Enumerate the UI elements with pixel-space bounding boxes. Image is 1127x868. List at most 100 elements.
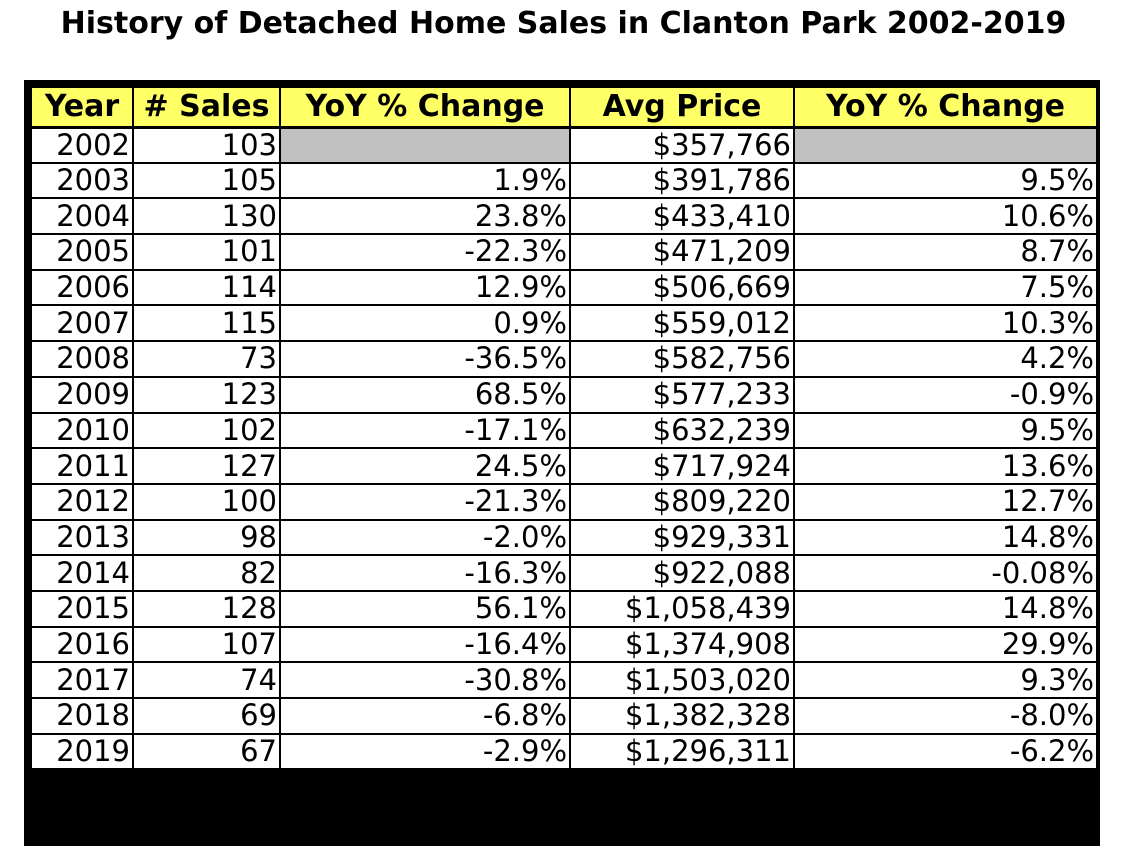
price-yoy-change-cell: 9.5% <box>793 411 1098 450</box>
sales-cell: 114 <box>132 268 281 307</box>
price-yoy-change-cell: -0.08% <box>793 554 1098 592</box>
avg-price-cell: $391,786 <box>569 161 795 200</box>
avg-price-cell: $1,296,311 <box>569 732 795 771</box>
sales-cell: 100 <box>132 482 281 521</box>
sales-cell: 69 <box>132 697 281 735</box>
sales-yoy-change-cell: 12.9% <box>279 268 571 307</box>
sales-yoy-change-cell: 68.5% <box>279 375 571 414</box>
column-header-year: Year <box>30 86 134 129</box>
sales-yoy-change-cell: -2.0% <box>279 518 571 557</box>
table-row: 2012 100 -21.3% $809,220 12.7% <box>30 482 1098 521</box>
year-cell: 2003 <box>30 161 134 200</box>
year-cell: 2008 <box>30 340 134 378</box>
sales-cell: 105 <box>132 161 281 200</box>
table-row: 2009 123 68.5% $577,233 -0.9% <box>30 375 1098 414</box>
avg-price-cell: $506,669 <box>569 268 795 307</box>
price-yoy-change-cell <box>793 126 1098 164</box>
sales-cell: 82 <box>132 554 281 592</box>
sales-yoy-change-cell: 24.5% <box>279 447 571 485</box>
avg-price-cell: $929,331 <box>569 518 795 557</box>
sales-cell: 127 <box>132 447 281 485</box>
column-header-sales-yoy-change: YoY % Change <box>279 86 571 129</box>
avg-price-cell: $577,233 <box>569 375 795 414</box>
sales-yoy-change-cell: -30.8% <box>279 661 571 699</box>
price-yoy-change-cell: 9.5% <box>793 161 1098 200</box>
year-cell: 2009 <box>30 375 134 414</box>
price-yoy-change-cell: 13.6% <box>793 447 1098 485</box>
year-cell: 2007 <box>30 304 134 343</box>
sales-yoy-change-cell: -22.3% <box>279 233 571 271</box>
sales-yoy-change-cell: 56.1% <box>279 589 571 628</box>
avg-price-cell: $582,756 <box>569 340 795 378</box>
sales-cell: 73 <box>132 340 281 378</box>
table-row: 2010 102 -17.1% $632,239 9.5% <box>30 411 1098 450</box>
price-yoy-change-cell: 8.7% <box>793 233 1098 271</box>
avg-price-cell: $1,503,020 <box>569 661 795 699</box>
year-cell: 2002 <box>30 126 134 164</box>
price-yoy-change-cell: 7.5% <box>793 268 1098 307</box>
price-yoy-change-cell: 12.7% <box>793 482 1098 521</box>
avg-price-cell: $559,012 <box>569 304 795 343</box>
year-cell: 2011 <box>30 447 134 485</box>
table-row: 2019 67 -2.9% $1,296,311 -6.2% <box>30 732 1098 771</box>
price-yoy-change-cell: -0.9% <box>793 375 1098 414</box>
table-row: 2016 107 -16.4% $1,374,908 29.9% <box>30 625 1098 664</box>
avg-price-cell: $809,220 <box>569 482 795 521</box>
year-cell: 2010 <box>30 411 134 450</box>
year-cell: 2016 <box>30 625 134 664</box>
sales-cell: 102 <box>132 411 281 450</box>
sales-yoy-change-cell: -36.5% <box>279 340 571 378</box>
table-row: 2011 127 24.5% $717,924 13.6% <box>30 447 1098 485</box>
avg-price-cell: $632,239 <box>569 411 795 450</box>
table-row: 2013 98 -2.0% $929,331 14.8% <box>30 518 1098 557</box>
avg-price-cell: $357,766 <box>569 126 795 164</box>
sales-cell: 103 <box>132 126 281 164</box>
sales-yoy-change-cell: 0.9% <box>279 304 571 343</box>
sales-cell: 130 <box>132 197 281 236</box>
table-row: 2002 103 $357,766 <box>30 126 1098 164</box>
sales-yoy-change-cell: -16.3% <box>279 554 571 592</box>
sales-cell: 98 <box>132 518 281 557</box>
price-yoy-change-cell: 9.3% <box>793 661 1098 699</box>
year-cell: 2013 <box>30 518 134 557</box>
sales-yoy-change-cell: -2.9% <box>279 732 571 771</box>
avg-price-cell: $717,924 <box>569 447 795 485</box>
sales-yoy-change-cell: -17.1% <box>279 411 571 450</box>
year-cell: 2004 <box>30 197 134 236</box>
sales-yoy-change-cell: -16.4% <box>279 625 571 664</box>
table-row: 2007 115 0.9% $559,012 10.3% <box>30 304 1098 343</box>
year-cell: 2017 <box>30 661 134 699</box>
sales-cell: 123 <box>132 375 281 414</box>
table-row: 2006 114 12.9% $506,669 7.5% <box>30 268 1098 307</box>
price-yoy-change-cell: 10.3% <box>793 304 1098 343</box>
sales-cell: 128 <box>132 589 281 628</box>
sales-table-frame: Year # Sales YoY % Change Avg Price YoY … <box>24 80 1100 846</box>
sales-table: Year # Sales YoY % Change Avg Price YoY … <box>30 86 1098 771</box>
table-row: 2015 128 56.1% $1,058,439 14.8% <box>30 589 1098 628</box>
avg-price-cell: $1,382,328 <box>569 697 795 735</box>
table-row: 2003 105 1.9% $391,786 9.5% <box>30 161 1098 200</box>
table-row: 2014 82 -16.3% $922,088 -0.08% <box>30 554 1098 592</box>
column-header-sales: # Sales <box>132 86 281 129</box>
price-yoy-change-cell: 4.2% <box>793 340 1098 378</box>
column-header-price-yoy-change: YoY % Change <box>793 86 1098 129</box>
sales-yoy-change-cell: 23.8% <box>279 197 571 236</box>
table-row: 2004 130 23.8% $433,410 10.6% <box>30 197 1098 236</box>
sales-yoy-change-cell: -21.3% <box>279 482 571 521</box>
table-body: 2002 103 $357,766 2003 105 1.9% $391,786 9.5% 20… <box>30 126 1098 771</box>
table-row: 2008 73 -36.5% $582,756 4.2% <box>30 340 1098 378</box>
sales-cell: 67 <box>132 732 281 771</box>
avg-price-cell: $471,209 <box>569 233 795 271</box>
avg-price-cell: $1,374,908 <box>569 625 795 664</box>
price-yoy-change-cell: 29.9% <box>793 625 1098 664</box>
sales-yoy-change-cell <box>279 126 571 164</box>
table-row: 2018 69 -6.8% $1,382,328 -8.0% <box>30 697 1098 735</box>
sales-cell: 115 <box>132 304 281 343</box>
year-cell: 2018 <box>30 697 134 735</box>
avg-price-cell: $922,088 <box>569 554 795 592</box>
year-cell: 2015 <box>30 589 134 628</box>
year-cell: 2014 <box>30 554 134 592</box>
column-header-avg-price: Avg Price <box>569 86 795 129</box>
sales-cell: 101 <box>132 233 281 271</box>
price-yoy-change-cell: -8.0% <box>793 697 1098 735</box>
